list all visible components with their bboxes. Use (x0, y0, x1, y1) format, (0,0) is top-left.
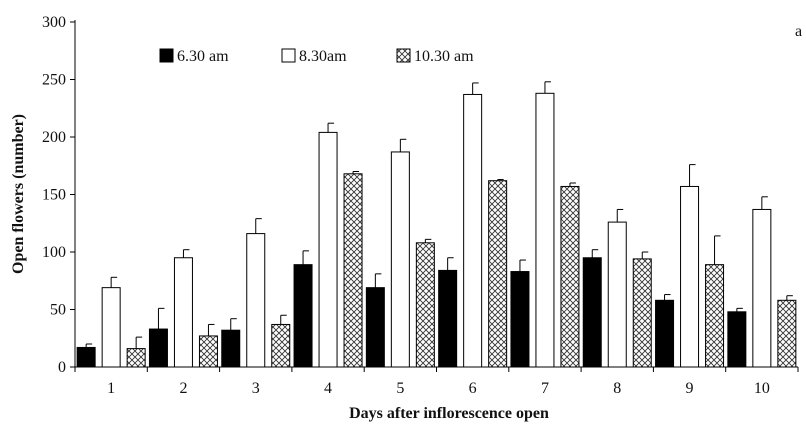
bar-3-5 (415, 242, 435, 368)
bar-2-1 (101, 287, 121, 368)
bar-1-4 (293, 264, 313, 368)
x-tick-label-6: 6 (469, 380, 477, 397)
x-tick-label-2: 2 (179, 380, 187, 397)
bar-1-3 (221, 329, 241, 368)
y-tick-label-200: 200 (42, 129, 66, 146)
x-tick-label-10: 10 (754, 380, 770, 397)
y-tick-label-0: 0 (58, 359, 66, 376)
legend-label-2: 8.30am (299, 48, 347, 65)
bar-1-10 (727, 311, 747, 368)
bar-1-1 (76, 346, 96, 368)
bar-1-6 (438, 269, 458, 368)
bar-1-2 (148, 328, 168, 368)
bar-2-4 (318, 131, 338, 368)
bar-3-8 (632, 258, 652, 368)
legend-label-3: 10.30 am (414, 48, 474, 65)
x-tick-label-8: 8 (613, 380, 621, 397)
bar-3-1 (126, 348, 146, 368)
bar-1-7 (510, 271, 530, 368)
x-axis-title: Days after inflorescence open (349, 405, 549, 422)
y-tick-label-250: 250 (42, 72, 66, 89)
y-tick-label-50: 50 (50, 302, 66, 319)
legend-swatch-3 (396, 48, 411, 63)
bar-2-10 (752, 208, 772, 368)
bar-2-7 (535, 92, 555, 368)
legend-swatch-2 (281, 48, 296, 63)
y-tick-label-150: 150 (42, 187, 66, 204)
bar-3-4 (343, 173, 363, 368)
bar-3-7 (560, 185, 580, 368)
x-tick-label-4: 4 (324, 380, 332, 397)
bars-layer (76, 81, 797, 368)
y-axis-title: Open flowers (number) (10, 114, 27, 274)
bar-3-3 (271, 323, 291, 368)
y-tick-label-300: 300 (42, 14, 66, 31)
y-tick-label-100: 100 (42, 244, 66, 261)
bar-1-5 (365, 287, 385, 368)
bar-2-2 (173, 257, 193, 368)
bar-2-9 (680, 185, 700, 368)
bar-2-8 (607, 221, 627, 368)
x-tick-label-5: 5 (396, 380, 404, 397)
panel-label: a (795, 23, 802, 40)
bar-2-3 (246, 233, 266, 368)
bar-3-10 (777, 299, 797, 368)
legend-swatch-1 (159, 48, 174, 63)
bar-2-5 (390, 151, 410, 368)
bar-1-9 (655, 299, 675, 368)
x-tick-label-3: 3 (252, 380, 260, 397)
bar-1-8 (582, 257, 602, 368)
x-tick-label-9: 9 (686, 380, 694, 397)
bar-3-2 (198, 335, 218, 368)
legend-label-1: 6.30 am (177, 48, 229, 65)
x-tick-label-1: 1 (107, 380, 115, 397)
bar-3-6 (488, 180, 508, 368)
axes-layer: 0 50 100 150 200 250 300 1 2 3 4 5 6 7 8 9 10 (42, 14, 799, 397)
x-tick-label-7: 7 (541, 380, 549, 397)
bar-2-6 (463, 93, 483, 368)
legend: 6.30 am 8.30am 10.30 am (159, 48, 474, 65)
bar-3-9 (705, 264, 725, 368)
